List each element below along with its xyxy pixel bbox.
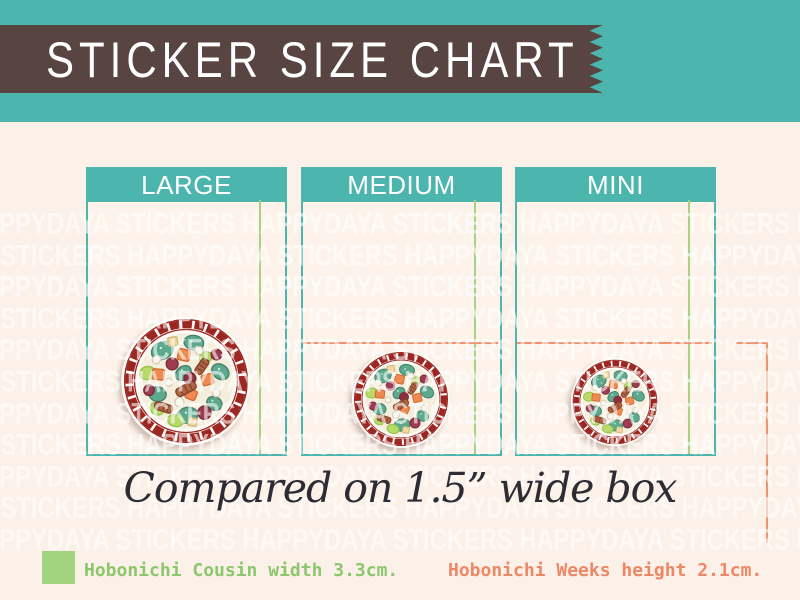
weeks-leader-line-horizontal <box>736 342 768 344</box>
size-box-mini-header: MINI <box>517 169 714 202</box>
cousin-swatch <box>42 551 75 584</box>
salad-sticker-large <box>120 315 252 447</box>
page-title: STICKER SIZE CHART <box>46 31 579 88</box>
salad-sticker-mini <box>570 357 660 447</box>
weeks-legend-label: Hobonichi Weeks height 2.1cm. <box>448 560 763 581</box>
size-box-medium-label: MEDIUM <box>347 170 456 200</box>
cousin-width-line-medium <box>474 200 476 454</box>
size-box-mini-label: MINI <box>587 170 644 200</box>
weeks-height-line-medium <box>303 342 498 344</box>
cousin-legend-label: Hobonichi Cousin width 3.3cm. <box>84 560 399 581</box>
size-box-mini: MINI <box>515 167 716 456</box>
weeks-leader-line-vertical <box>766 342 768 543</box>
cousin-width-line-mini <box>688 200 690 454</box>
size-box-medium-header: MEDIUM <box>303 169 500 202</box>
size-box-large-header: LARGE <box>88 169 285 202</box>
weeks-height-line-mini <box>517 342 712 344</box>
comparison-caption: Compared on 1.5” wide box <box>123 464 678 512</box>
size-box-large-label: LARGE <box>141 170 232 200</box>
watermark-text-row: HAPPYDAYA STICKERS HAPPYDAYA STICKERS HA… <box>0 523 800 557</box>
salad-sticker-medium <box>351 349 451 449</box>
cousin-width-line-large <box>259 200 261 454</box>
title-ribbon: STICKER SIZE CHART <box>0 25 603 93</box>
header-band: STICKER SIZE CHART <box>0 0 800 122</box>
